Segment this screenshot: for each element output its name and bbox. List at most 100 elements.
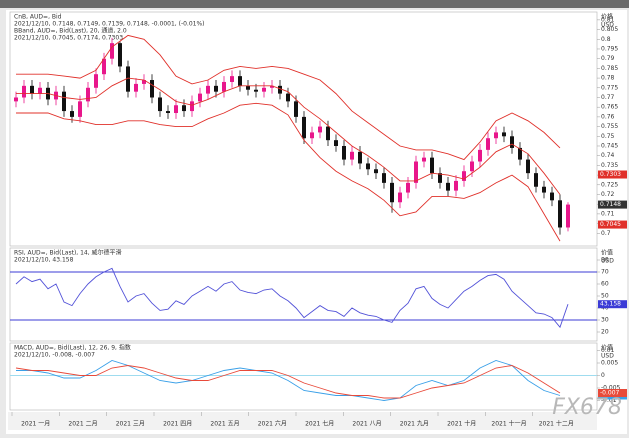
- panel-header: MACD, AUD=, Bid(Last), 12, 26, 9, 指数: [14, 344, 131, 352]
- value-marker-label: 0.7045: [600, 221, 621, 228]
- y-tick-label: 0.775: [601, 84, 618, 91]
- candle-body: [294, 101, 298, 117]
- candle-body: [486, 138, 490, 150]
- value-marker: [598, 170, 627, 179]
- series-line: [15, 365, 561, 399]
- candle-body: [398, 192, 402, 203]
- candle-body: [374, 169, 378, 174]
- candle-body: [94, 74, 98, 88]
- watermark: FX678: [552, 395, 622, 420]
- candle-body: [126, 66, 130, 92]
- candle-body: [446, 182, 450, 191]
- y-tick-label: 80: [601, 257, 609, 264]
- date-axis: [8, 412, 597, 430]
- y-tick-label: 0.81: [601, 16, 615, 23]
- candle-body: [30, 85, 34, 94]
- candle-body: [222, 81, 226, 92]
- candle-body: [526, 159, 530, 174]
- y-tick-label: 0.01: [601, 347, 615, 354]
- x-tick-label: 2021 九月: [400, 420, 429, 428]
- series-line: [16, 77, 561, 195]
- candle-body: [158, 97, 162, 112]
- candle-body: [414, 161, 418, 183]
- candle-body: [502, 132, 506, 137]
- candle-body: [118, 43, 122, 67]
- candle-body: [110, 43, 114, 59]
- y-tick-label: 60: [601, 281, 609, 288]
- panel-header: 2021/12/10, 0.7045, 0.7174, 0.7303: [14, 35, 123, 42]
- y-tick-label: 30: [601, 317, 609, 324]
- panel-header: CnB, AUD=, Bid: [14, 14, 62, 21]
- y-tick-label: 70: [601, 269, 609, 276]
- candle-body: [70, 111, 74, 117]
- candle-body: [566, 204, 570, 228]
- candle-body: [358, 151, 362, 164]
- candle-body: [22, 85, 26, 98]
- y-tick-label: 50: [601, 293, 609, 300]
- candle-body: [518, 147, 522, 160]
- y-tick-label: 0.7: [601, 230, 611, 237]
- candle-body: [310, 132, 314, 139]
- candle-body: [102, 58, 106, 75]
- candle-body: [542, 186, 546, 193]
- candle-body: [534, 173, 538, 187]
- candle-body: [462, 171, 466, 181]
- y-tick-label: 0.785: [601, 65, 618, 72]
- y-tick-label: 0.735: [601, 162, 618, 169]
- y-tick-label: 0.725: [601, 181, 618, 188]
- candle-body: [246, 85, 250, 90]
- candle-body: [270, 85, 274, 88]
- candle-body: [38, 87, 42, 94]
- x-tick-label: 2021 二月: [68, 421, 97, 428]
- candle-body: [550, 192, 554, 201]
- value-marker: [598, 220, 627, 229]
- y-tick-label: 0.805: [601, 26, 618, 33]
- candle-body: [254, 89, 258, 92]
- series-line: [16, 34, 561, 161]
- x-tick-label: 2021 五月: [210, 421, 239, 428]
- y-tick-label: 0.77: [601, 94, 615, 101]
- value-marker-label: 0.7303: [600, 171, 621, 178]
- candle-body: [86, 87, 90, 102]
- candle-body: [166, 111, 170, 114]
- panel-header: BBand, AUD=, Bid(Last), 20, 通道, 2.0: [14, 27, 127, 35]
- axis-title: USD: [601, 258, 614, 265]
- canvas: [6, 10, 627, 434]
- candle-body: [438, 173, 442, 183]
- y-tick-label: 0.76: [601, 113, 615, 120]
- x-tick-label: 2021 七月: [305, 420, 334, 428]
- candle-body: [494, 132, 498, 139]
- panel-header: 2021/12/10, 0.7148, 0.7149, 0.7139, 0.71…: [14, 21, 205, 28]
- axis-title: 价值: [601, 344, 613, 352]
- candle-body: [478, 149, 482, 162]
- candle-body: [230, 76, 234, 82]
- candle-body: [62, 91, 66, 112]
- panel-border: [9, 11, 598, 247]
- candle-body: [350, 151, 354, 160]
- candle-body: [366, 163, 370, 170]
- y-tick-label: 0: [601, 372, 605, 379]
- axis-title: 价值: [601, 249, 613, 257]
- candle-body: [342, 145, 346, 160]
- candle-body: [150, 80, 154, 98]
- y-tick-label: 20: [601, 329, 609, 336]
- candle-body: [334, 140, 338, 146]
- axis-title: USD: [601, 353, 614, 360]
- x-tick-label: 2021 十月: [447, 420, 476, 428]
- candle-body: [454, 180, 458, 191]
- value-marker-label: -0.007: [600, 390, 620, 397]
- panel-header: 2021/12/10, 43.158: [14, 257, 74, 264]
- panel-border: [9, 342, 598, 411]
- candle-body: [430, 157, 434, 174]
- y-tick-label: 0.8: [601, 36, 611, 43]
- candle-body: [78, 101, 82, 117]
- candle-body: [318, 126, 322, 133]
- candle-body: [326, 126, 330, 141]
- axis-title: 价格: [601, 13, 613, 21]
- x-tick-label: 2021 八月: [352, 421, 381, 428]
- x-tick-label: 2021 六月: [258, 420, 287, 428]
- y-tick-label: 0.79: [601, 55, 615, 62]
- candle-body: [262, 87, 266, 92]
